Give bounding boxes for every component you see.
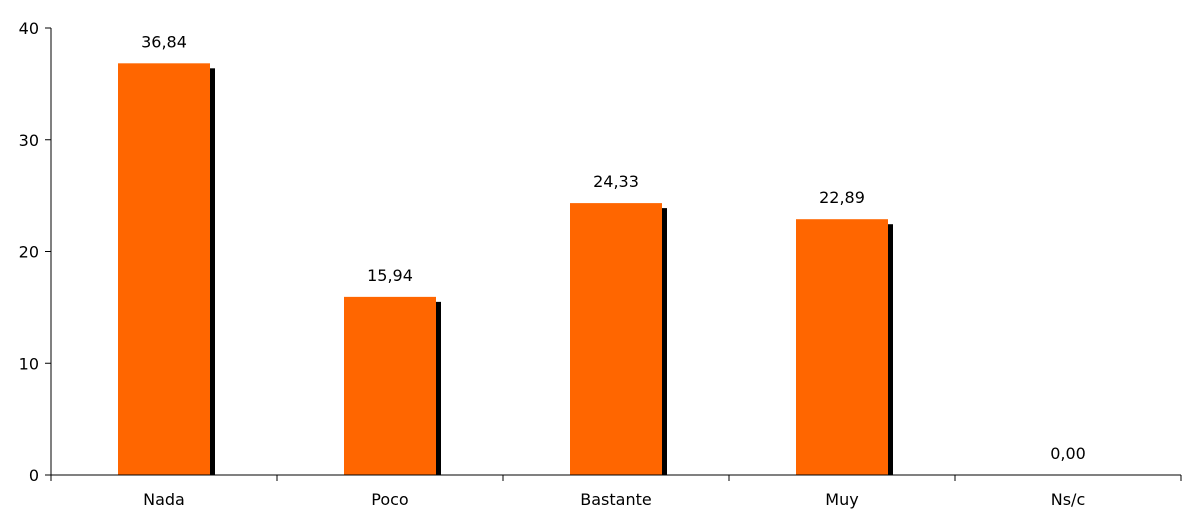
bar-nada [118,63,210,476]
y-tick-label: 30 [19,131,39,150]
category-label: Ns/c [1051,490,1086,509]
y-tick-label: 20 [19,243,39,262]
y-axis: 0 10 20 30 40 [19,19,52,485]
category-label: Nada [143,490,185,509]
data-label: 22,89 [819,188,865,207]
data-label: 15,94 [367,266,413,285]
data-label: 24,33 [593,172,639,191]
bar-poco [344,296,436,475]
data-label: 36,84 [141,32,187,51]
category-label: Muy [825,490,858,509]
bar-bastante [570,203,662,475]
bar-shadows [123,68,893,476]
bars [118,63,888,476]
bar-muy [796,219,888,475]
x-axis: Nada Poco Bastante Muy Ns/c [50,474,1182,509]
data-labels: 36,84 15,94 24,33 22,89 0,00 [141,32,1086,463]
y-tick-label: 10 [19,354,39,373]
y-tick-label: 40 [19,19,39,38]
data-label: 0,00 [1050,444,1086,463]
y-tick-label: 0 [29,466,39,485]
category-label: Bastante [580,490,651,509]
category-label: Poco [371,490,408,509]
